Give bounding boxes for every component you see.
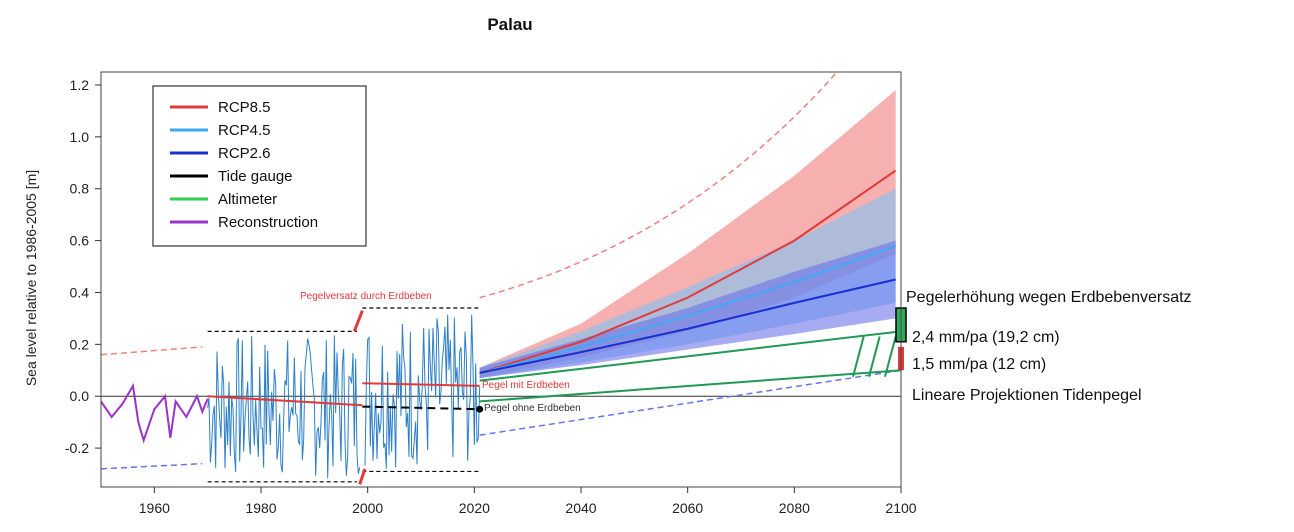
- y-tick-label: 0.2: [70, 336, 90, 352]
- legend-label: RCP2.6: [218, 145, 271, 162]
- legend-label: Tide gauge: [218, 168, 293, 185]
- y-tick-label: 0.8: [70, 181, 90, 197]
- anno-with-quake: Pegel mit Erdbeben: [482, 380, 570, 391]
- band-rcp26: [479, 240, 896, 379]
- anno-earthquake-offset: Pegelversatz durch Erdbeben: [300, 291, 432, 302]
- chart-title: Palau: [487, 15, 532, 34]
- anno-linear-projection: Lineare Projektionen Tidenpegel: [912, 387, 1142, 404]
- reconstruction-line: [100, 382, 209, 444]
- y-tick-label: 0.6: [70, 233, 90, 249]
- line-rcp85: [479, 169, 897, 374]
- legend-label: RCP4.5: [218, 122, 271, 139]
- hatch-1: [868, 336, 881, 378]
- linear-projection-high: [479, 330, 902, 382]
- legend-label: Altimeter: [218, 191, 277, 208]
- anno-without-quake: Pegel ohne Erdbeben: [484, 403, 581, 414]
- tide-gauge-series-before-quake: [207, 335, 361, 479]
- trend-end-point: [476, 405, 484, 413]
- legend-label: RCP8.5: [218, 99, 271, 116]
- legend: RCP8.5 RCP4.5 RCP2.6 Tide gauge Altimeter Rec…: [152, 85, 367, 247]
- earthquake-annotations: Pegelversatz durch Erdbeben Pegel mit Er…: [300, 289, 1192, 414]
- hatch-2: [884, 336, 897, 378]
- trend-without-quake: [362, 405, 480, 411]
- anno-rate-low: 1,5 mm/pa (12 cm): [912, 356, 1046, 373]
- plot-frame: [100, 71, 902, 488]
- y-axis-label: Sea level relative to 1986-2005 [m]: [23, 170, 39, 386]
- trend-before-quake: [207, 395, 363, 407]
- y-tick-label: 1.0: [70, 129, 90, 145]
- tide-gauge-series-after-quake: [364, 314, 481, 469]
- quake-mark-top: [352, 310, 364, 332]
- line-rcp26: [479, 278, 896, 374]
- lower-envelope: [100, 369, 902, 470]
- x-tick-label: 2020: [459, 500, 490, 516]
- legend-label: Reconstruction: [218, 214, 318, 231]
- y-axis: 1.2 1.0 0.8 0.6 0.4 0.2 0.0 -0.2: [65, 77, 101, 456]
- y-tick-label: -0.2: [65, 440, 89, 456]
- x-tick-label: 1980: [245, 500, 276, 516]
- anno-raise-title: Pegelerhöhung wegen Erdbebenversatz: [906, 289, 1192, 306]
- y-tick-label: 0.4: [70, 284, 90, 300]
- plot-area: [100, 71, 907, 485]
- x-tick-label: 1960: [139, 500, 170, 516]
- x-tick-label: 2060: [672, 500, 703, 516]
- x-tick-label: 2040: [565, 500, 596, 516]
- trend-with-quake: [362, 382, 480, 387]
- band-rcp45: [479, 188, 896, 379]
- y-tick-label: 0.0: [70, 388, 90, 404]
- linear-projection-low: [479, 369, 902, 403]
- y-tick-label: 1.2: [70, 77, 90, 93]
- x-axis: 1960 1980 2000 2020 2040 2060 2080 2100: [139, 487, 917, 516]
- legend-box: [152, 85, 367, 247]
- x-tick-label: 2100: [885, 500, 916, 516]
- x-tick-label: 2000: [352, 500, 383, 516]
- upper-envelope: [100, 71, 838, 356]
- quake-mark-bottom: [358, 468, 367, 485]
- line-rcp45: [479, 244, 897, 374]
- x-tick-label: 2080: [779, 500, 810, 516]
- hatch-0: [852, 336, 865, 378]
- anno-rate-high: 2,4 mm/pa (19,2 cm): [912, 329, 1060, 346]
